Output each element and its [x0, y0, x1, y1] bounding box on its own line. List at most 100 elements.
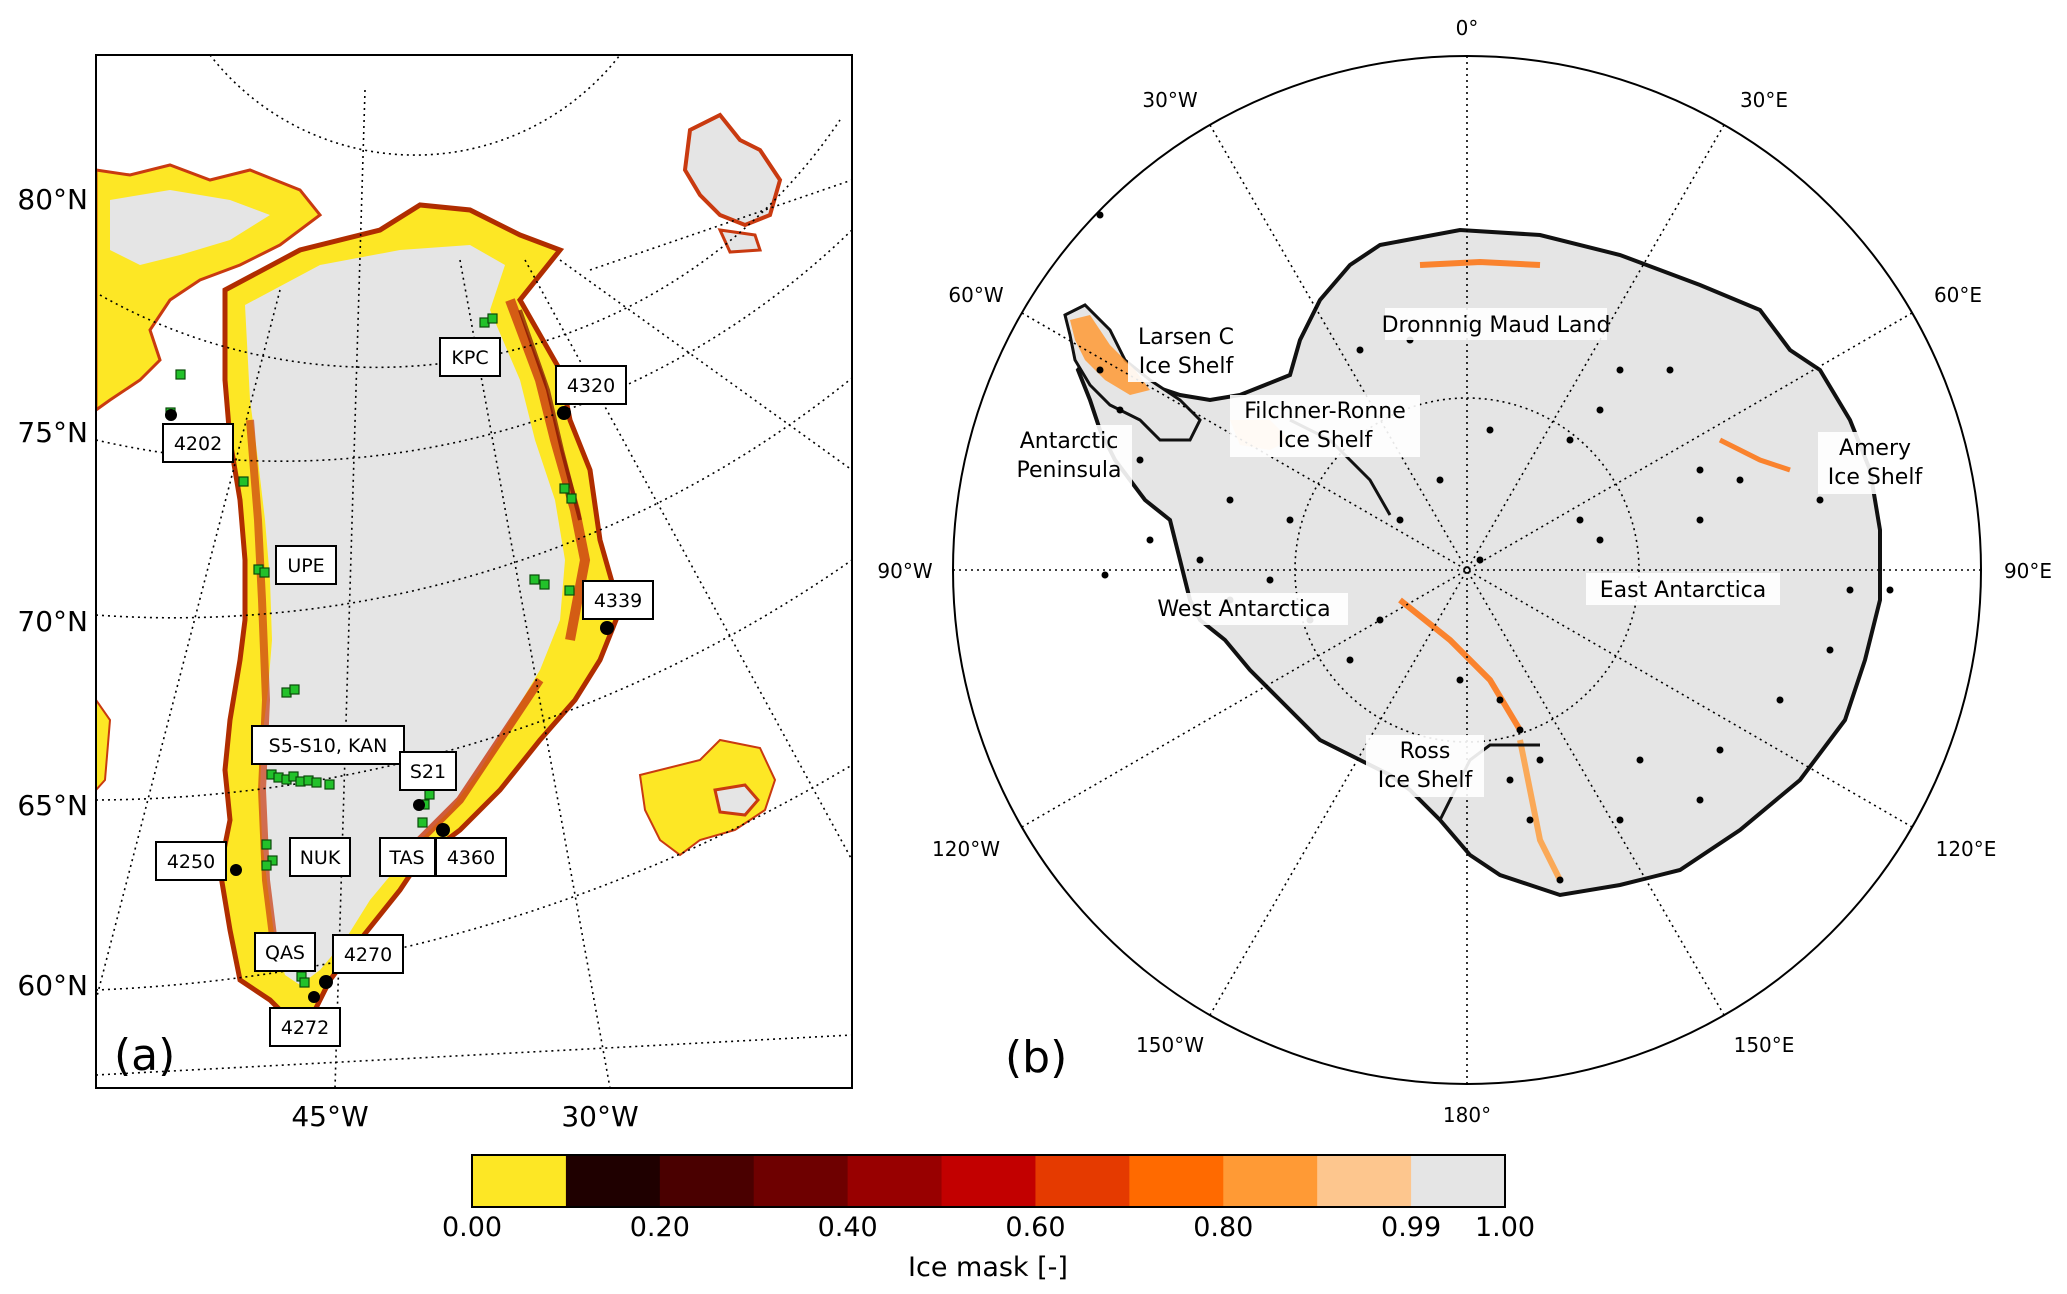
lon-label-150e: 150°E [1734, 1033, 1795, 1057]
station-label-tas: TAS [379, 837, 436, 877]
svg-text:4339: 4339 [594, 590, 642, 612]
svg-text:S21: S21 [410, 761, 446, 783]
colorbar-bin [1411, 1155, 1506, 1207]
station-label-qas: QAS [254, 932, 316, 972]
colorbar-bin [565, 1155, 661, 1207]
lon-label-150w: 150°W [1136, 1033, 1204, 1057]
svg-text:Peninsula: Peninsula [1016, 458, 1121, 483]
colorbar-tick-label: 1.00 [1475, 1212, 1535, 1243]
svg-text:Antarctic: Antarctic [1020, 429, 1119, 454]
colorbar-bin [941, 1155, 1036, 1207]
colorbar-tick-label: 0.60 [1005, 1212, 1065, 1243]
colorbar-bin [847, 1155, 943, 1207]
station-label-kpc: KPC [439, 337, 501, 377]
colorbar-bin [1035, 1155, 1130, 1207]
station-labels: KPC 4320 4202 UPE 4339 S5-S10, KAN S21 4… [155, 337, 654, 1047]
svg-text:East Antarctica: East Antarctica [1600, 578, 1767, 603]
lon-label-120w: 120°W [932, 837, 1000, 861]
colorbar-ticks: 0.00 0.20 0.40 0.60 0.80 0.99 1.00 [442, 1212, 1535, 1243]
panel-b-label: (b) [1005, 1032, 1067, 1083]
svg-text:Filchner-Ronne: Filchner-Ronne [1244, 399, 1406, 424]
svg-text:QAS: QAS [265, 942, 305, 964]
lat-label-60n: 60°N [17, 969, 88, 1002]
svg-text:S5-S10, KAN: S5-S10, KAN [269, 735, 388, 757]
station-label-4202: 4202 [162, 423, 234, 463]
lon-label-30w: 30°W [561, 1100, 638, 1133]
station-label-4272: 4272 [269, 1007, 341, 1047]
lon-label-120e: 120°E [1936, 837, 1997, 861]
station-markers-green [165, 313, 577, 988]
colorbar-bin [1129, 1155, 1224, 1207]
svg-text:Ice Shelf: Ice Shelf [1378, 768, 1474, 793]
region-label-ross: Ross Ice Shelf [1366, 735, 1484, 797]
lon-label-45w: 45°W [291, 1100, 368, 1133]
svg-text:Dronnnig Maud Land: Dronnnig Maud Land [1382, 313, 1611, 338]
colorbar: 0.00 0.20 0.40 0.60 0.80 0.99 1.00 Ice mask [-… [442, 1154, 1535, 1283]
svalbard-landmass [682, 112, 783, 228]
colorbar-tick-label: 0.00 [442, 1212, 502, 1243]
region-label-dronning-maud-land: Dronnnig Maud Land [1382, 308, 1611, 340]
colorbar-bin [659, 1155, 755, 1207]
svg-text:Ross: Ross [1400, 739, 1451, 764]
panel-b-antarctica-map [952, 55, 1982, 1085]
region-label-east-antarctica: East Antarctica [1586, 573, 1780, 605]
colorbar-tick-label: 0.80 [1193, 1212, 1253, 1243]
iceland-landmass [638, 738, 777, 857]
station-markers-black [165, 406, 614, 1003]
svg-text:4360: 4360 [447, 847, 495, 869]
colorbar-frame [471, 1154, 1506, 1208]
colorbar-bin [1223, 1155, 1318, 1207]
lat-label-70n: 70°N [17, 605, 88, 638]
lon-label-30e: 30°E [1740, 88, 1788, 112]
greenland-ice-sheet [245, 245, 565, 985]
lon-label-0: 0° [1456, 16, 1479, 40]
region-label-amery: Amery Ice Shelf [1818, 432, 1932, 494]
colorbar-bins [472, 1155, 1506, 1207]
svg-text:Ice Shelf: Ice Shelf [1278, 428, 1374, 453]
colorbar-title: Ice mask [-] [908, 1252, 1068, 1283]
svg-text:4270: 4270 [344, 944, 392, 966]
lon-label-60w: 60°W [948, 283, 1003, 307]
panel-a-greenland-map [96, 55, 852, 1088]
region-label-west-antarctica: West Antarctica [1140, 593, 1348, 625]
station-label-4360: 4360 [435, 837, 507, 877]
station-label-4270: 4270 [332, 934, 404, 974]
region-labels: Dronnnig Maud Land Larsen C Ice Shelf Fi… [1006, 308, 1932, 797]
svg-text:4320: 4320 [567, 375, 615, 397]
panel-a-frame [95, 54, 853, 1089]
lon-label-180: 180° [1443, 1103, 1491, 1127]
region-label-filchner-ronne: Filchner-Ronne Ice Shelf [1230, 395, 1420, 457]
svg-text:4250: 4250 [167, 851, 215, 873]
lat-label-65n: 65°N [17, 789, 88, 822]
svg-text:4272: 4272 [281, 1017, 329, 1039]
svg-text:Ice Shelf: Ice Shelf [1139, 354, 1235, 379]
station-label-4250: 4250 [155, 841, 227, 881]
colorbar-tick-label: 0.99 [1381, 1212, 1441, 1243]
region-label-antarctic-peninsula: Antarctic Peninsula [1006, 425, 1132, 487]
region-label-larsen-c: Larsen C Ice Shelf [1128, 320, 1244, 382]
svg-text:KPC: KPC [451, 347, 488, 369]
colorbar-bin [1317, 1155, 1412, 1207]
svg-text:NUK: NUK [300, 847, 341, 869]
svg-text:Amery: Amery [1839, 436, 1911, 461]
colorbar-bin [753, 1155, 849, 1207]
svg-text:4202: 4202 [174, 433, 222, 455]
svg-text:West Antarctica: West Antarctica [1157, 597, 1330, 622]
lat-label-75n: 75°N [17, 416, 88, 449]
svg-text:TAS: TAS [388, 847, 424, 869]
station-label-4339: 4339 [582, 580, 654, 620]
colorbar-tick-label: 0.20 [630, 1212, 690, 1243]
lat-label-80n: 80°N [17, 183, 88, 216]
station-label-s21: S21 [399, 751, 457, 791]
station-label-upe: UPE [275, 545, 337, 585]
colorbar-tick-label: 0.40 [818, 1212, 878, 1243]
svg-text:Ice Shelf: Ice Shelf [1828, 465, 1924, 490]
lon-label-90e: 90°E [2004, 559, 2052, 583]
lon-label-60e: 60°E [1934, 283, 1982, 307]
panel-a-label: (a) [114, 1030, 175, 1081]
svg-text:UPE: UPE [287, 555, 324, 577]
lon-label-90w: 90°W [877, 559, 932, 583]
colorbar-bin [472, 1155, 567, 1207]
station-label-s5-s10-kan: S5-S10, KAN [251, 725, 405, 765]
